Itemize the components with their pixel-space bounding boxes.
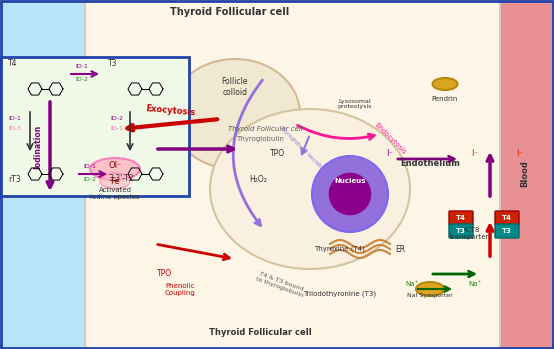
FancyBboxPatch shape xyxy=(85,0,500,349)
Text: ID-1: ID-1 xyxy=(111,126,124,132)
Text: ID-2: ID-2 xyxy=(84,177,96,182)
Text: T4: T4 xyxy=(502,215,512,221)
Text: TPO: TPO xyxy=(270,149,285,158)
Text: ID-1: ID-1 xyxy=(75,64,89,69)
Text: Activated
iodine species: Activated iodine species xyxy=(90,187,140,200)
Text: Thyroid Follicular cell: Thyroid Follicular cell xyxy=(171,7,290,17)
FancyBboxPatch shape xyxy=(449,224,473,238)
Text: Iodination: Iodination xyxy=(33,125,43,169)
Circle shape xyxy=(312,156,388,232)
Text: TPO: TPO xyxy=(157,269,172,279)
Ellipse shape xyxy=(100,173,130,189)
Text: Exocytosis: Exocytosis xyxy=(145,104,195,118)
FancyBboxPatch shape xyxy=(0,57,189,196)
Circle shape xyxy=(328,172,372,216)
Ellipse shape xyxy=(170,59,300,169)
Text: T4: T4 xyxy=(456,215,466,221)
Text: I⁻: I⁻ xyxy=(516,149,524,158)
Ellipse shape xyxy=(433,78,458,90)
Text: Endothelium: Endothelium xyxy=(400,159,460,169)
Text: NaI Symporter: NaI Symporter xyxy=(407,294,453,298)
Text: Thyroglobulin secretion: Thyroglobulin secretion xyxy=(279,125,327,173)
Text: Na⁺: Na⁺ xyxy=(468,281,481,287)
Text: T3: T3 xyxy=(502,228,512,234)
Text: rT3: rT3 xyxy=(8,174,20,184)
Text: ER: ER xyxy=(395,245,405,253)
Text: Fe: Fe xyxy=(110,177,120,186)
Text: ID-2: ID-2 xyxy=(75,77,89,82)
Text: MCT8
transporter: MCT8 transporter xyxy=(450,228,490,240)
Text: T4: T4 xyxy=(8,59,18,67)
Text: ID-1: ID-1 xyxy=(84,164,96,169)
Text: Thyroglobulin: Thyroglobulin xyxy=(236,136,284,142)
Polygon shape xyxy=(490,0,554,349)
Text: Pendrin: Pendrin xyxy=(432,96,458,102)
Text: Thyroxine (T4): Thyroxine (T4) xyxy=(315,246,366,252)
Text: T3: T3 xyxy=(456,228,466,234)
Text: I⁻: I⁻ xyxy=(471,149,479,158)
FancyBboxPatch shape xyxy=(495,211,519,225)
Text: I⁻: I⁻ xyxy=(387,149,393,158)
Text: T3: T3 xyxy=(108,59,117,67)
Text: Thyroid Follicular cell: Thyroid Follicular cell xyxy=(209,328,311,337)
Text: H₂O₂: H₂O₂ xyxy=(249,174,267,184)
Ellipse shape xyxy=(416,282,444,296)
Text: ID-3: ID-3 xyxy=(8,126,22,132)
FancyBboxPatch shape xyxy=(449,211,473,225)
Ellipse shape xyxy=(210,109,410,269)
Text: T4 & T3 bound
to thyroglobulin: T4 & T3 bound to thyroglobulin xyxy=(255,270,305,298)
Text: Na⁺: Na⁺ xyxy=(406,281,419,287)
Text: Endocytosis: Endocytosis xyxy=(373,122,407,156)
Text: Follicle
colloid: Follicle colloid xyxy=(222,77,248,97)
Text: ID-1: ID-1 xyxy=(8,117,22,121)
Text: 3,3'-T2: 3,3'-T2 xyxy=(108,174,134,184)
Text: Blood: Blood xyxy=(521,161,530,187)
Text: Triiodothyronine (T3): Triiodothyronine (T3) xyxy=(304,291,377,297)
Ellipse shape xyxy=(90,158,140,180)
Text: Nucleus: Nucleus xyxy=(334,178,366,184)
Text: OI⁻: OI⁻ xyxy=(108,162,122,171)
Text: Lysosomal
proteolysis: Lysosomal proteolysis xyxy=(338,99,372,109)
Text: Phenolic
Coupling: Phenolic Coupling xyxy=(165,282,196,296)
Polygon shape xyxy=(458,0,495,349)
Text: ID-2: ID-2 xyxy=(110,117,124,121)
FancyBboxPatch shape xyxy=(495,224,519,238)
Text: Thyroid Follicular cell: Thyroid Follicular cell xyxy=(228,126,302,132)
